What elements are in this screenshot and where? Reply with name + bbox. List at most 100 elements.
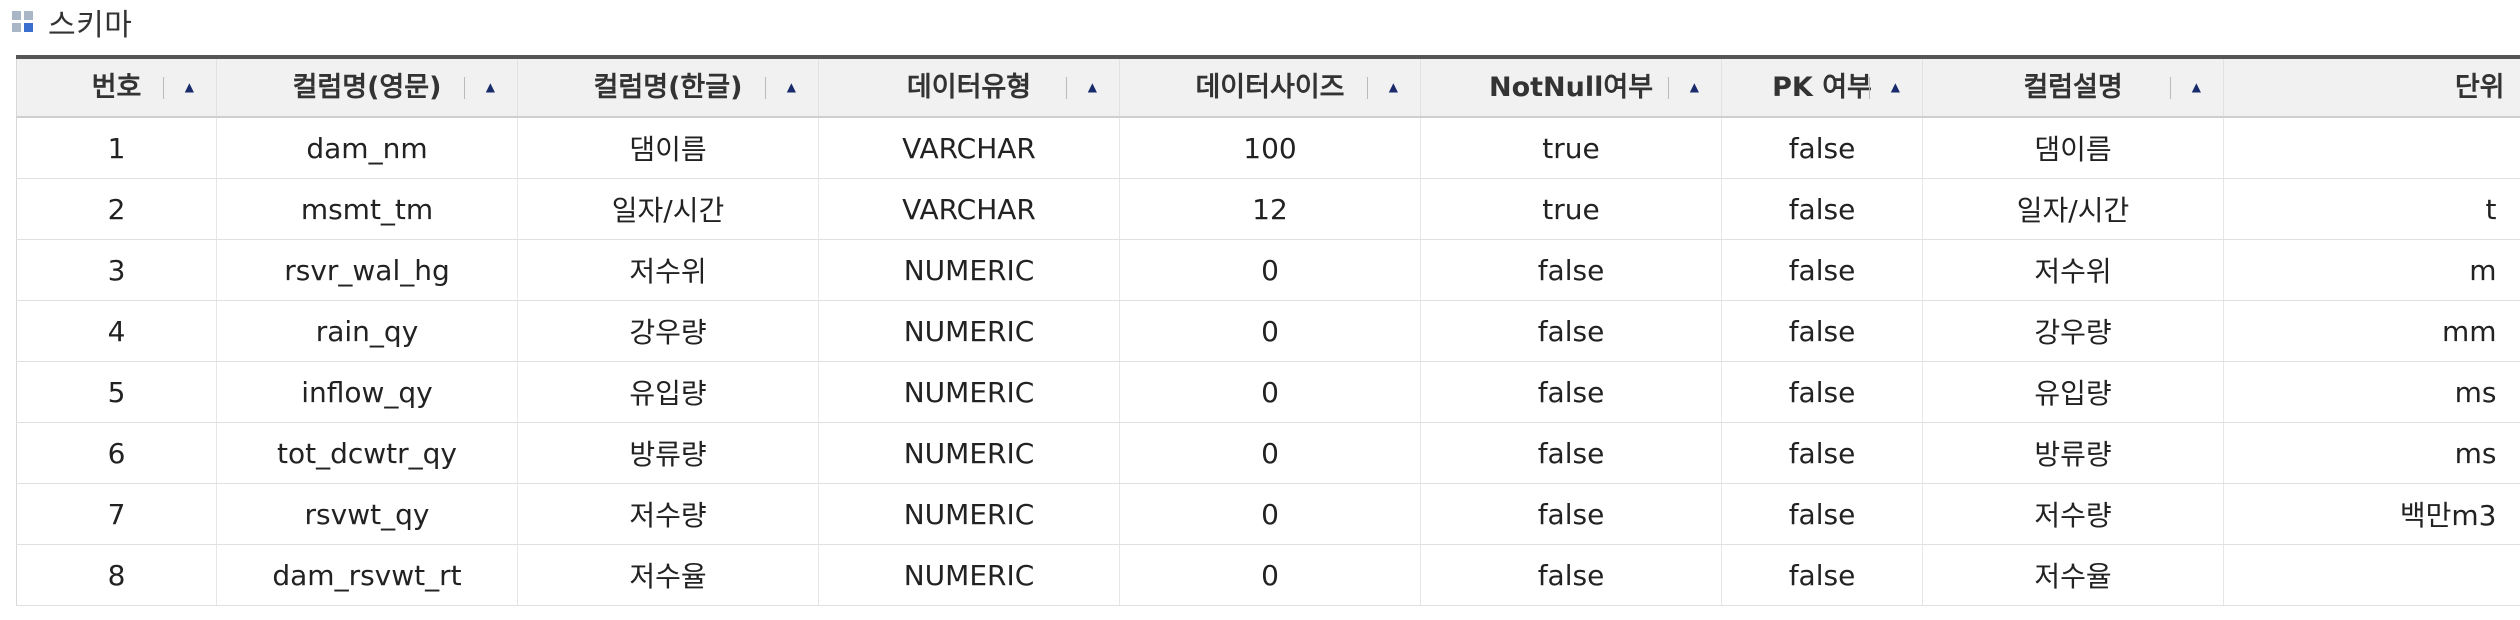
sort-ascending-icon[interactable]: ▲ [184,80,194,94]
table-row[interactable]: 8 dam_rsvwt_rt 저수율 NUMERIC 0 false false 저수율 [16,544,2520,606]
unit-value: mm [2441,314,2497,348]
cell-data_size: 12 [1119,178,1421,240]
sort-ascending-icon[interactable]: ▲ [1689,80,1699,94]
cell-name_ko: 저수량 [517,483,819,545]
table-row[interactable]: 6 tot_dcwtr_qy 방류량 NUMERIC 0 false false 방류량 ms [16,422,2520,484]
table-body: 1 dam_nm 댐이름 VARCHAR 100 true false 댐이름 2 msmt_tm… [16,117,2520,606]
cell-data_type: NUMERIC [818,361,1120,423]
cell-unit [2223,117,2520,179]
cell-data_size: 0 [1119,300,1421,362]
cell-description: 댐이름 [1922,117,2224,179]
cell-unit: mm [2223,300,2520,362]
column-header-label: 컬럼명(영문) [292,72,442,103]
column-header-data_type[interactable]: 데이터유형 ▲ [818,59,1120,118]
grid-squares-icon [12,11,34,33]
column-header-name_ko[interactable]: 컬럼명(한글) ▲ [517,59,819,118]
cell-unit: ms [2223,361,2520,423]
cell-not_null: false [1420,483,1722,545]
cell-name_ko: 댐이름 [517,117,819,179]
cell-name_en: rsvr_wal_hg [216,239,518,301]
unit-value: t [2485,192,2497,226]
column-header-divider [1066,77,1067,99]
cell-name_en: rsvwt_qy [216,483,518,545]
cell-name_en: tot_dcwtr_qy [216,422,518,484]
cell-pk: false [1721,178,1923,240]
cell-data_size: 0 [1119,422,1421,484]
cell-data_size: 0 [1119,361,1421,423]
cell-name_en: msmt_tm [216,178,518,240]
sort-ascending-icon[interactable]: ▲ [2191,80,2201,94]
cell-data_type: VARCHAR [818,178,1120,240]
sort-ascending-icon[interactable]: ▲ [786,80,796,94]
cell-name_ko: 일자/시간 [517,178,819,240]
header-row: 번호 ▲ 컬럼명(영문) ▲ 컬럼명(한글) ▲ 데이터유형 ▲ 데이터사이즈 ▲ NotNull여… [16,59,2520,118]
cell-no: 7 [16,483,217,545]
cell-data_type: NUMERIC [818,239,1120,301]
cell-unit: m [2223,239,2520,301]
cell-unit [2223,544,2520,606]
cell-data_size: 0 [1119,544,1421,606]
cell-not_null: true [1420,178,1722,240]
cell-name_en: dam_rsvwt_rt [216,544,518,606]
column-header-divider [765,77,766,99]
column-header-divider [1869,77,1870,99]
schema-table: 번호 ▲ 컬럼명(영문) ▲ 컬럼명(한글) ▲ 데이터유형 ▲ 데이터사이즈 ▲ NotNull여… [16,59,2520,606]
column-header-inner: 데이터사이즈 ▲ [1120,59,1420,116]
cell-not_null: false [1420,361,1722,423]
table-row[interactable]: 2 msmt_tm 일자/시간 VARCHAR 12 true false 일자/시간 t [16,178,2520,240]
cell-data_type: NUMERIC [818,422,1120,484]
table-row[interactable]: 5 inflow_qy 유입량 NUMERIC 0 false false 유입량 ms [16,361,2520,423]
cell-pk: false [1721,117,1923,179]
unit-value: 백만m3 [2399,499,2497,532]
table-header: 번호 ▲ 컬럼명(영문) ▲ 컬럼명(한글) ▲ 데이터유형 ▲ 데이터사이즈 ▲ NotNull여… [16,59,2520,118]
column-header-label: PK 여부 [1772,72,1872,103]
column-header-inner: 컬럼설명 ▲ [1923,59,2223,116]
sort-ascending-icon[interactable]: ▲ [1388,80,1398,94]
cell-description: 저수량 [1922,483,2224,545]
column-header-not_null[interactable]: NotNull여부 ▲ [1420,59,1722,118]
sort-ascending-icon[interactable]: ▲ [485,80,495,94]
column-header-divider [1668,77,1669,99]
column-header-inner: 번호 ▲ [17,59,216,116]
cell-pk: false [1721,422,1923,484]
sort-ascending-icon[interactable]: ▲ [1890,80,1900,94]
cell-pk: false [1721,544,1923,606]
table-row[interactable]: 1 dam_nm 댐이름 VARCHAR 100 true false 댐이름 [16,117,2520,179]
unit-value: ms [2454,436,2497,470]
column-header-inner: PK 여부 ▲ [1722,59,1922,116]
cell-not_null: true [1420,117,1722,179]
column-header-no[interactable]: 번호 ▲ [16,59,217,118]
cell-pk: false [1721,361,1923,423]
cell-no: 8 [16,544,217,606]
column-header-pk[interactable]: PK 여부 ▲ [1721,59,1923,118]
sort-ascending-icon[interactable]: ▲ [1087,80,1097,94]
cell-not_null: false [1420,422,1722,484]
column-header-unit[interactable]: 단위 [2223,59,2520,118]
cell-no: 2 [16,178,217,240]
table-row[interactable]: 7 rsvwt_qy 저수량 NUMERIC 0 false false 저수량 백만m3 [16,483,2520,545]
cell-no: 3 [16,239,217,301]
cell-no: 6 [16,422,217,484]
cell-name_ko: 유입량 [517,361,819,423]
unit-value: ms [2454,375,2497,409]
column-header-name_en[interactable]: 컬럼명(영문) ▲ [216,59,518,118]
cell-data_size: 100 [1119,117,1421,179]
column-header-label: 번호 [91,72,142,103]
section-title: 스키마 [48,8,133,43]
cell-no: 4 [16,300,217,362]
cell-data_type: NUMERIC [818,544,1120,606]
cell-data_size: 0 [1119,483,1421,545]
table-row[interactable]: 3 rsvr_wal_hg 저수위 NUMERIC 0 false false 저수위 m [16,239,2520,301]
table-row[interactable]: 4 rain_qy 강우량 NUMERIC 0 false false 강우량 mm [16,300,2520,362]
cell-no: 1 [16,117,217,179]
cell-name_ko: 저수율 [517,544,819,606]
cell-description: 강우량 [1922,300,2224,362]
column-header-description[interactable]: 컬럼설명 ▲ [1922,59,2224,118]
cell-not_null: false [1420,300,1722,362]
cell-unit: 백만m3 [2223,483,2520,545]
column-header-data_size[interactable]: 데이터사이즈 ▲ [1119,59,1421,118]
cell-name_en: rain_qy [216,300,518,362]
cell-description: 방류량 [1922,422,2224,484]
column-header-inner: 데이터유형 ▲ [819,59,1119,116]
